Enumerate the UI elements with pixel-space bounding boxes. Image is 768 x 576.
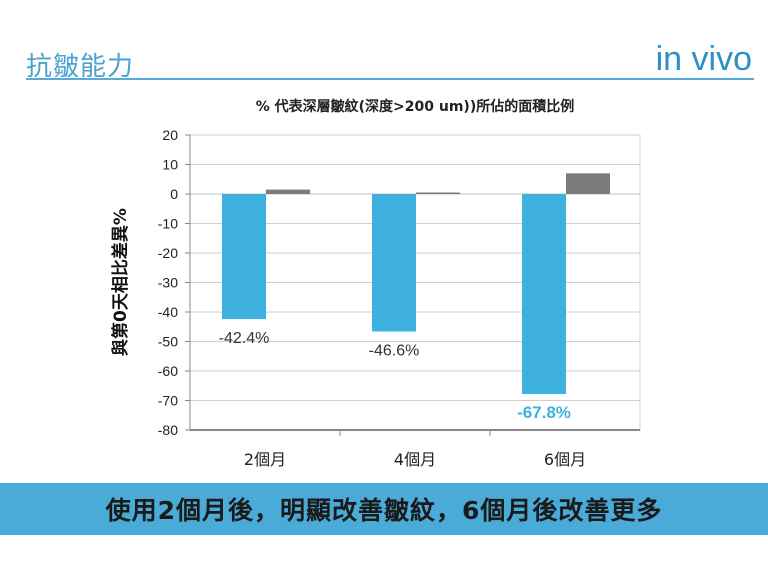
conclusion-banner: 使用2個月後，明顯改善皺紋，6個月後改善更多 <box>0 483 768 535</box>
y-tick-label: -20 <box>158 245 178 261</box>
y-tick-label: -10 <box>158 216 178 232</box>
y-tick-label: -80 <box>158 422 178 438</box>
y-tick-label: -30 <box>158 275 178 291</box>
y-tick-label: 0 <box>170 186 178 202</box>
conclusion-text: 使用2個月後，明顯改善皺紋，6個月後改善更多 <box>105 496 663 525</box>
y-tick-label: -40 <box>158 304 178 320</box>
y-tick-label: -60 <box>158 363 178 379</box>
x-tick-label: 4個月 <box>394 450 436 469</box>
y-tick-label: 20 <box>162 127 178 143</box>
data-label: -46.6% <box>369 342 420 359</box>
chart-title: % 代表深層皺紋(深度>200 um))所佔的面積比例 <box>256 98 574 115</box>
bar-gray <box>566 173 610 194</box>
slide-title: 抗皺能力 <box>26 52 135 82</box>
x-tick-label: 2個月 <box>244 450 286 469</box>
bar-gray <box>416 192 460 194</box>
y-tick-label: 10 <box>162 157 178 173</box>
y-axis-label: 與第0天相比差異% <box>110 208 131 356</box>
bar-blue <box>372 194 416 332</box>
bar-chart: 20 10 0 -10 -20 -30 -40 -50 -60 -70 -80 % 代表深層皺紋(深度… <box>110 98 641 469</box>
y-tick-label: -50 <box>158 334 178 350</box>
header-divider <box>26 78 754 80</box>
in-vivo-tag: in vivo <box>655 40 752 78</box>
bar-blue <box>222 194 266 320</box>
data-label: -42.4% <box>219 330 270 347</box>
data-label: -67.8% <box>517 403 571 422</box>
x-tick-label: 6個月 <box>544 450 586 469</box>
bar-gray <box>266 189 310 194</box>
bar-blue <box>522 194 566 395</box>
y-tick-label: -70 <box>158 393 178 409</box>
